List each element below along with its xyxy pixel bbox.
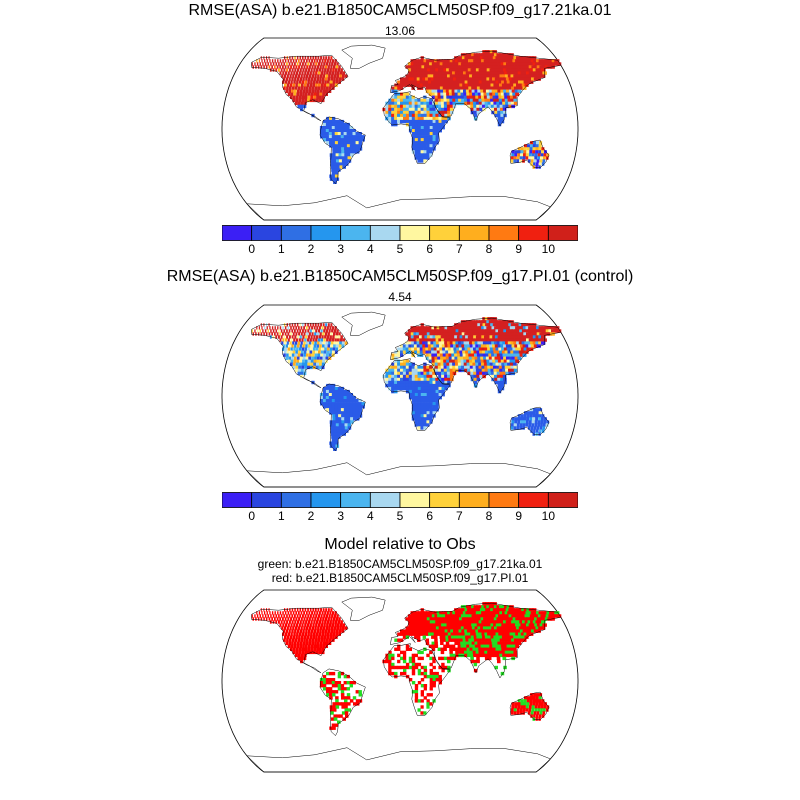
panel1-global-rmse: 13.06 — [384, 24, 416, 38]
map-grid-cells — [251, 602, 562, 730]
colorbar-tick-label: 9 — [515, 242, 522, 256]
coastline-eurasia — [390, 317, 562, 394]
colorbar-segment — [458, 492, 490, 508]
panel2-title: RMSE(ASA) b.e21.B1850CAM5CLM50SP.f09_g17… — [166, 268, 634, 285]
colorbar-segment — [310, 492, 342, 508]
panel2-world-map — [221, 304, 579, 488]
colorbar-segment — [429, 492, 460, 508]
coastline-australia — [509, 406, 550, 435]
colorbar-tick-label: 0 — [248, 509, 255, 523]
colorbar-segment — [399, 492, 431, 508]
colorbar-segment — [222, 492, 253, 508]
coastline-namerica — [251, 54, 349, 122]
colorbar-tick-label: 4 — [366, 509, 374, 523]
colorbar-segment — [222, 225, 253, 241]
colorbar-tick-label: 9 — [515, 509, 522, 523]
colorbar-segment — [518, 225, 549, 241]
colorbar-segment — [399, 225, 431, 241]
panel2-colorbar-ticks: 0 1 2 3 4 5 6 7 8 9 10 — [0, 509, 800, 525]
colorbar-tick-label: 10 — [541, 242, 556, 256]
colorbar-tick-label: 3 — [337, 509, 344, 523]
panel1-world-map — [221, 37, 579, 221]
panel3-world-map — [221, 589, 579, 773]
colorbar-segment — [488, 225, 520, 241]
coastline-antarctica — [246, 462, 551, 488]
coastline-greenland — [341, 596, 386, 621]
panel3-map-content — [221, 589, 579, 773]
coastline-africa — [383, 358, 451, 431]
colorbar-tick-label: 8 — [485, 242, 493, 256]
colorbar-segment — [251, 492, 282, 508]
colorbar-tick-label: 6 — [426, 509, 433, 523]
panel2-global-rmse: 4.54 — [388, 290, 412, 304]
colorbar-tick-label: 7 — [455, 242, 463, 256]
coastline-eurasia — [390, 602, 562, 679]
panel2-map-content — [221, 304, 579, 488]
colorbar-tick-label: 8 — [485, 509, 493, 523]
colorbar-tick-label: 7 — [455, 509, 463, 523]
colorbar-segment — [458, 225, 490, 241]
coastline-samerica — [319, 668, 366, 737]
colorbar-tick-label: 3 — [337, 242, 344, 256]
coastline-antarctica — [246, 747, 551, 773]
coastline-namerica — [251, 606, 349, 674]
coastline-australia — [509, 691, 550, 720]
colorbar-segment — [280, 492, 312, 508]
map-grid-cells — [251, 317, 562, 451]
coastline-africa — [383, 643, 451, 716]
panel1-colorbar-ticks: 0 1 2 3 4 5 6 7 8 9 10 — [0, 242, 800, 258]
colorbar-tick-label: 4 — [366, 242, 374, 256]
colorbar-tick-label: 2 — [307, 242, 315, 256]
panel2-colorbar — [222, 492, 578, 508]
colorbar-segment — [280, 225, 312, 241]
colorbar-segment — [547, 225, 578, 241]
colorbar-segment — [369, 225, 401, 241]
coastline-samerica — [319, 116, 366, 185]
colorbar-tick-label: 2 — [307, 509, 315, 523]
colorbar-tick-label: 1 — [277, 509, 285, 523]
coastline-africa — [383, 91, 451, 164]
colorbar-segment — [310, 225, 342, 241]
coastline-namerica — [251, 321, 349, 389]
colorbar-segment — [251, 225, 282, 241]
panel1-map-content — [221, 37, 579, 221]
panel1-colorbar — [222, 225, 578, 241]
legend-red-entry: red: b.e21.B1850CAM5CLM50SP.f09_g17.PI.0… — [271, 571, 529, 585]
coastline-samerica — [319, 383, 366, 452]
colorbar-segment — [369, 492, 401, 508]
colorbar-tick-label: 6 — [426, 242, 433, 256]
colorbar-tick-label: 0 — [248, 242, 255, 256]
colorbar-segment — [488, 492, 520, 508]
colorbar-segment — [340, 225, 371, 241]
colorbar-tick-label: 5 — [396, 242, 404, 256]
colorbar-segment — [547, 492, 578, 508]
coastline-australia — [509, 139, 550, 168]
colorbar-tick-label: 10 — [541, 509, 556, 523]
panel1-title: RMSE(ASA) b.e21.B1850CAM5CLM50SP.f09_g17… — [188, 2, 612, 19]
colorbar-segment — [518, 492, 549, 508]
coastline-antarctica — [246, 195, 551, 221]
colorbar-tick-label: 5 — [396, 509, 404, 523]
colorbar-tick-label: 1 — [277, 242, 285, 256]
legend-green-entry: green: b.e21.B1850CAM5CLM50SP.f09_g17.21… — [257, 557, 543, 571]
panel3-title: Model relative to Obs — [324, 536, 476, 553]
coastline-eurasia — [390, 50, 562, 127]
colorbar-segment — [429, 225, 460, 241]
colorbar-segment — [340, 492, 371, 508]
coastline-greenland — [341, 311, 386, 336]
coastline-greenland — [341, 44, 386, 69]
